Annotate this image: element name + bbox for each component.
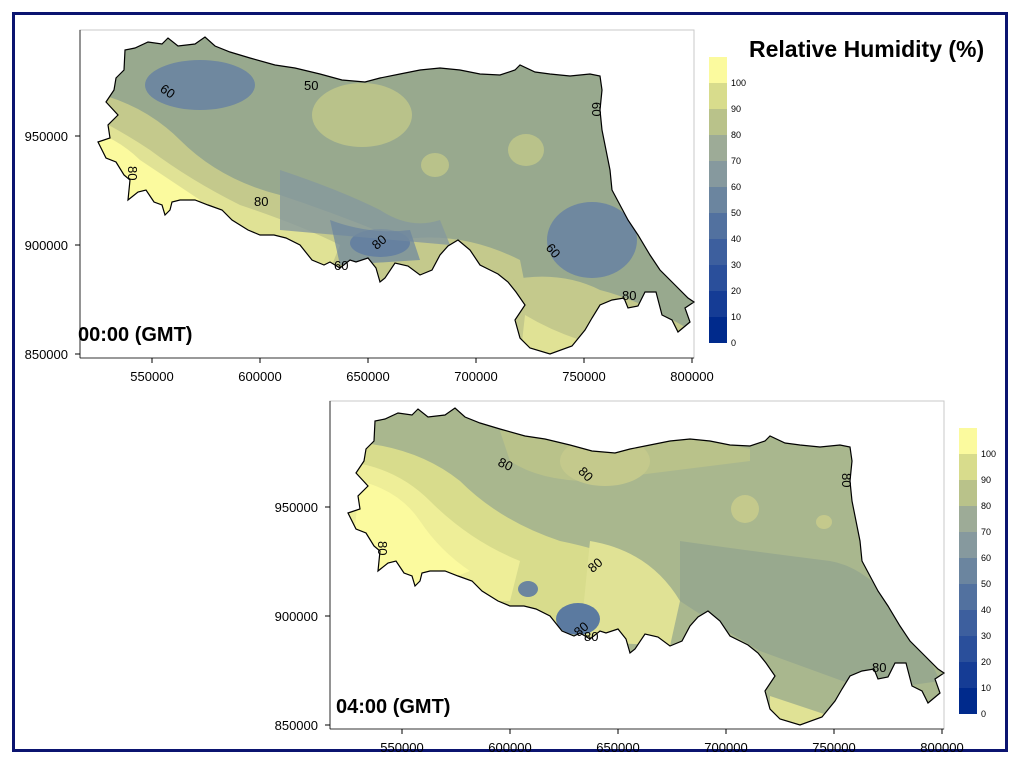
legend-swatch (709, 265, 727, 291)
legend-swatch (709, 239, 727, 265)
y-tick-label: 950000 (275, 500, 318, 515)
y-tick-label: 950000 (25, 129, 68, 144)
legend-ticks: 100 90 80 70 60 50 40 30 20 10 0 (981, 449, 996, 719)
legend-swatch (959, 688, 977, 714)
contour-label: 50 (304, 78, 318, 93)
x-tick-label: 800000 (920, 740, 963, 755)
legend-swatch (709, 317, 727, 343)
legend-swatch (959, 532, 977, 558)
y-axis-ticks: 950000 900000 850000 (275, 500, 330, 733)
legend-swatch (709, 83, 727, 109)
legend-swatch (709, 135, 727, 161)
legend-swatch (709, 291, 727, 317)
legend-tick: 90 (731, 104, 741, 114)
legend-tick: 10 (981, 683, 991, 693)
legend-swatch (709, 213, 727, 239)
x-axis-ticks: 550000 600000 650000 700000 750000 80000… (380, 729, 964, 755)
legend-swatch (959, 610, 977, 636)
legend-tick: 10 (731, 312, 741, 322)
legend-swatch (959, 558, 977, 584)
y-tick-label: 900000 (25, 238, 68, 253)
legend-0400: 100 90 80 70 60 50 40 30 20 10 0 (959, 428, 996, 719)
legend-tick: 30 (731, 260, 741, 270)
legend-tick: 0 (731, 338, 736, 348)
x-tick-label: 600000 (488, 740, 531, 755)
map-title: Relative Humidity (%) (749, 36, 985, 62)
legend-swatch (959, 662, 977, 688)
legend-tick: 80 (731, 130, 741, 140)
contour-label: 80 (872, 660, 886, 675)
contour-label: 60 (157, 81, 177, 102)
contour-label: 60 (589, 102, 604, 116)
legend-tick: 40 (981, 605, 991, 615)
legend-swatch (959, 454, 977, 480)
x-tick-label: 700000 (454, 369, 497, 384)
x-tick-label: 650000 (596, 740, 639, 755)
legend-swatch (959, 428, 977, 454)
contour-label: 80 (375, 541, 390, 555)
legend-tick: 30 (981, 631, 991, 641)
legend-tick: 60 (981, 553, 991, 563)
legend-swatch (959, 480, 977, 506)
outer-frame (12, 12, 1008, 752)
map-panel-0400: 80 80 80 80 80 80 80 80 04:00 (GMT) 5500… (275, 400, 964, 755)
time-label: 00:00 (GMT) (78, 324, 192, 346)
legend-swatch (709, 187, 727, 213)
x-tick-label: 750000 (562, 369, 605, 384)
legend-tick: 80 (981, 501, 991, 511)
x-axis-ticks: 550000 600000 650000 700000 750000 80000… (130, 358, 714, 384)
legend-tick: 100 (731, 78, 746, 88)
y-tick-label: 900000 (275, 609, 318, 624)
legend-swatch (709, 109, 727, 135)
legend-tick: 70 (981, 527, 991, 537)
y-tick-label: 850000 (275, 718, 318, 733)
contour-label: 60 (334, 258, 348, 273)
x-tick-label: 550000 (380, 740, 423, 755)
legend-swatch (959, 584, 977, 610)
legend-tick: 0 (981, 709, 986, 719)
legend-tick: 90 (981, 475, 991, 485)
x-tick-label: 650000 (346, 369, 389, 384)
contour-label: 80 (839, 473, 854, 487)
y-tick-label: 850000 (25, 347, 68, 362)
legend-swatch (709, 161, 727, 187)
legend-tick: 40 (731, 234, 741, 244)
legend-tick: 50 (981, 579, 991, 589)
y-axis-ticks: 950000 900000 850000 (25, 129, 80, 362)
x-tick-label: 600000 (238, 369, 281, 384)
legend-tick: 100 (981, 449, 996, 459)
contour-label: 80 (254, 194, 268, 209)
legend-tick: 50 (731, 208, 741, 218)
x-tick-label: 550000 (130, 369, 173, 384)
legend-swatch (709, 57, 727, 83)
contour-label: 80 (622, 288, 636, 303)
contour-label: 80 (125, 166, 140, 180)
x-tick-label: 700000 (704, 740, 747, 755)
x-tick-label: 800000 (670, 369, 713, 384)
contour-label: 80 (584, 629, 598, 644)
map-panel-0000: 60 50 60 80 80 80 60 60 80 80 00:00 (GMT… (25, 29, 714, 384)
legend-tick: 60 (731, 182, 741, 192)
legend-tick: 20 (981, 657, 991, 667)
legend-tick: 20 (731, 286, 741, 296)
legend-swatch (959, 506, 977, 532)
legend-0000: 100 90 80 70 60 50 40 30 20 10 0 (709, 57, 746, 348)
x-tick-label: 750000 (812, 740, 855, 755)
legend-tick: 70 (731, 156, 741, 166)
time-label: 04:00 (GMT) (336, 696, 450, 718)
legend-swatch (959, 636, 977, 662)
contour-label: 80 (496, 454, 515, 474)
legend-ticks: 100 90 80 70 60 50 40 30 20 10 0 (731, 78, 746, 348)
